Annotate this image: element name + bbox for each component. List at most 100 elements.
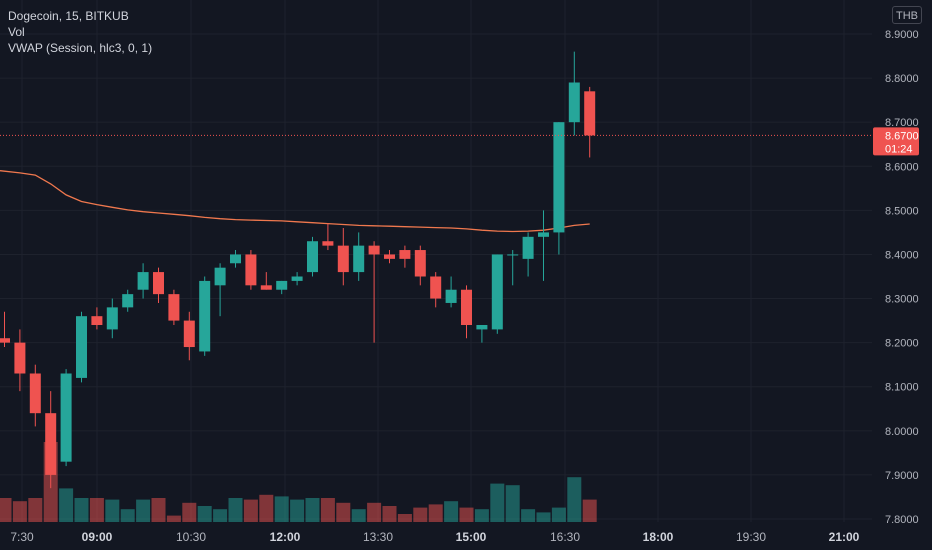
candle-body [522,236,534,259]
volume-bar [428,504,443,522]
candle[interactable] [507,250,519,286]
candle-body [230,254,241,264]
candle[interactable] [399,245,411,268]
candle[interactable] [337,228,349,286]
candle-body [430,276,442,299]
volume-bar [551,507,566,522]
candle[interactable] [60,369,72,467]
candle-body [507,254,519,256]
volume-bar [74,498,89,522]
candle-body [538,232,549,237]
candle[interactable] [76,311,87,383]
candle-body [368,245,380,255]
candle[interactable] [260,272,272,290]
candle-body [491,254,503,330]
volume-bar [182,502,197,522]
candle[interactable] [430,272,442,308]
candle[interactable] [568,51,580,136]
currency-badge[interactable]: THB [892,6,922,24]
volume-bar [474,509,489,522]
candle[interactable] [491,254,503,334]
candle-body [76,316,87,378]
time-tick-label: 19:30 [736,530,766,544]
volume-bar [305,498,320,522]
volume-indicator-label[interactable]: Vol [8,25,25,39]
candle[interactable] [307,236,318,277]
price-tick-label: 7.8000 [885,514,919,526]
symbol-title[interactable]: Dogecoin, 15, BITKUB [8,9,129,23]
price-tick-label: 8.0000 [885,426,919,438]
candle[interactable] [168,289,180,325]
volume-bar [336,502,351,522]
candle[interactable] [214,263,226,317]
volume-bar [320,498,335,522]
candle[interactable] [245,250,257,290]
volume-bar [243,499,258,522]
candle[interactable] [153,267,164,303]
candle-body [445,289,457,303]
candle[interactable] [291,272,303,286]
vwap-indicator-label[interactable]: VWAP (Session, hlc3, 0, 1) [8,41,153,55]
volume-bar [536,512,551,522]
candle-body [168,294,180,321]
time-tick-label: 15:00 [456,530,487,544]
candle-body [260,285,272,290]
volume-bar [444,501,459,522]
volume-bar [228,498,243,522]
candle[interactable] [106,298,118,339]
candle[interactable] [276,280,288,295]
candle-body [91,316,103,325]
price-tick-label: 8.9000 [885,29,919,41]
candlesticks[interactable] [0,51,596,489]
candle-body [106,307,118,330]
candle[interactable] [199,276,211,356]
candle[interactable] [414,245,426,286]
candle[interactable] [0,311,10,348]
candle[interactable] [538,210,549,281]
candle[interactable] [368,241,380,343]
candle[interactable] [353,232,365,281]
time-tick-label: 21:00 [829,530,860,544]
candle[interactable] [45,391,57,489]
candle[interactable] [122,289,134,312]
volume-bar [89,498,104,522]
candle[interactable] [384,250,395,264]
candle[interactable] [522,232,534,277]
candle[interactable] [230,250,241,268]
candle[interactable] [584,86,596,158]
candle-body [476,325,488,330]
candle-body [568,82,580,123]
price-tick-label: 8.2000 [885,338,919,350]
candle[interactable] [29,364,41,427]
candle[interactable] [91,307,103,330]
candle[interactable] [553,122,565,255]
price-tick-label: 8.7000 [885,117,919,129]
candle[interactable] [137,263,149,299]
time-tick-label: 13:30 [363,530,393,544]
volume-bar [213,509,228,522]
time-tick-label: 09:00 [82,530,113,544]
volume-bar [136,499,151,522]
candle[interactable] [476,325,488,343]
price-axis[interactable]: 7.8000 7.9000 8.0000 8.1000 8.2000 8.3000 8.40… [872,0,932,550]
price-tick-label: 7.9000 [885,470,919,482]
volume-bar [120,509,135,522]
time-tick-label: 18:00 [643,530,674,544]
volume-bar [274,496,289,522]
candle[interactable] [445,276,457,308]
chart-legend: Dogecoin, 15, BITKUB Vol VWAP (Session, … [8,8,152,56]
time-axis-bg [0,522,872,550]
candle[interactable] [322,223,334,251]
candle-body [307,241,318,273]
time-axis[interactable]: 7:30 09:00 10:30 12:00 13:30 15:00 16:30 18:00 1… [0,522,872,550]
candle-body [214,267,226,286]
volume-bar [12,501,27,522]
candle[interactable] [461,285,472,339]
candle[interactable] [14,329,26,392]
volume-bar [505,485,520,522]
price-tick-label: 8.6000 [885,161,919,173]
time-tick-label: 12:00 [270,530,301,544]
candle[interactable] [183,311,195,361]
